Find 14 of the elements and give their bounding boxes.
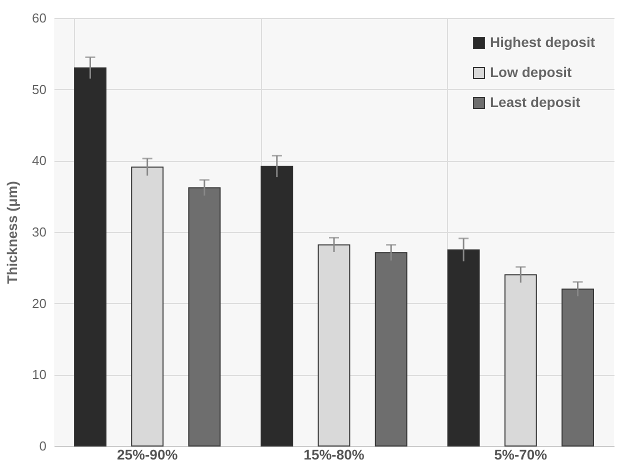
x-tick-label: 15%-80%	[304, 446, 365, 462]
legend-label: Highest deposit	[490, 34, 596, 50]
y-tick-label: 60	[32, 10, 46, 26]
y-tick-label: 40	[32, 153, 46, 168]
y-tick-label: 20	[32, 296, 46, 311]
x-tick-label: 25%-90%	[116, 446, 178, 462]
y-tick-label: 30	[32, 224, 46, 240]
y-tick-label: 10	[32, 367, 46, 382]
legend-label: Low deposit	[490, 64, 572, 80]
x-tick-label: 5%-70%	[494, 446, 548, 462]
y-axis-title: Thickness (μm)	[4, 181, 20, 284]
y-tick-label: 50	[32, 82, 46, 97]
legend-label: Least deposit	[490, 94, 581, 110]
y-tick-label: 0	[39, 438, 46, 454]
